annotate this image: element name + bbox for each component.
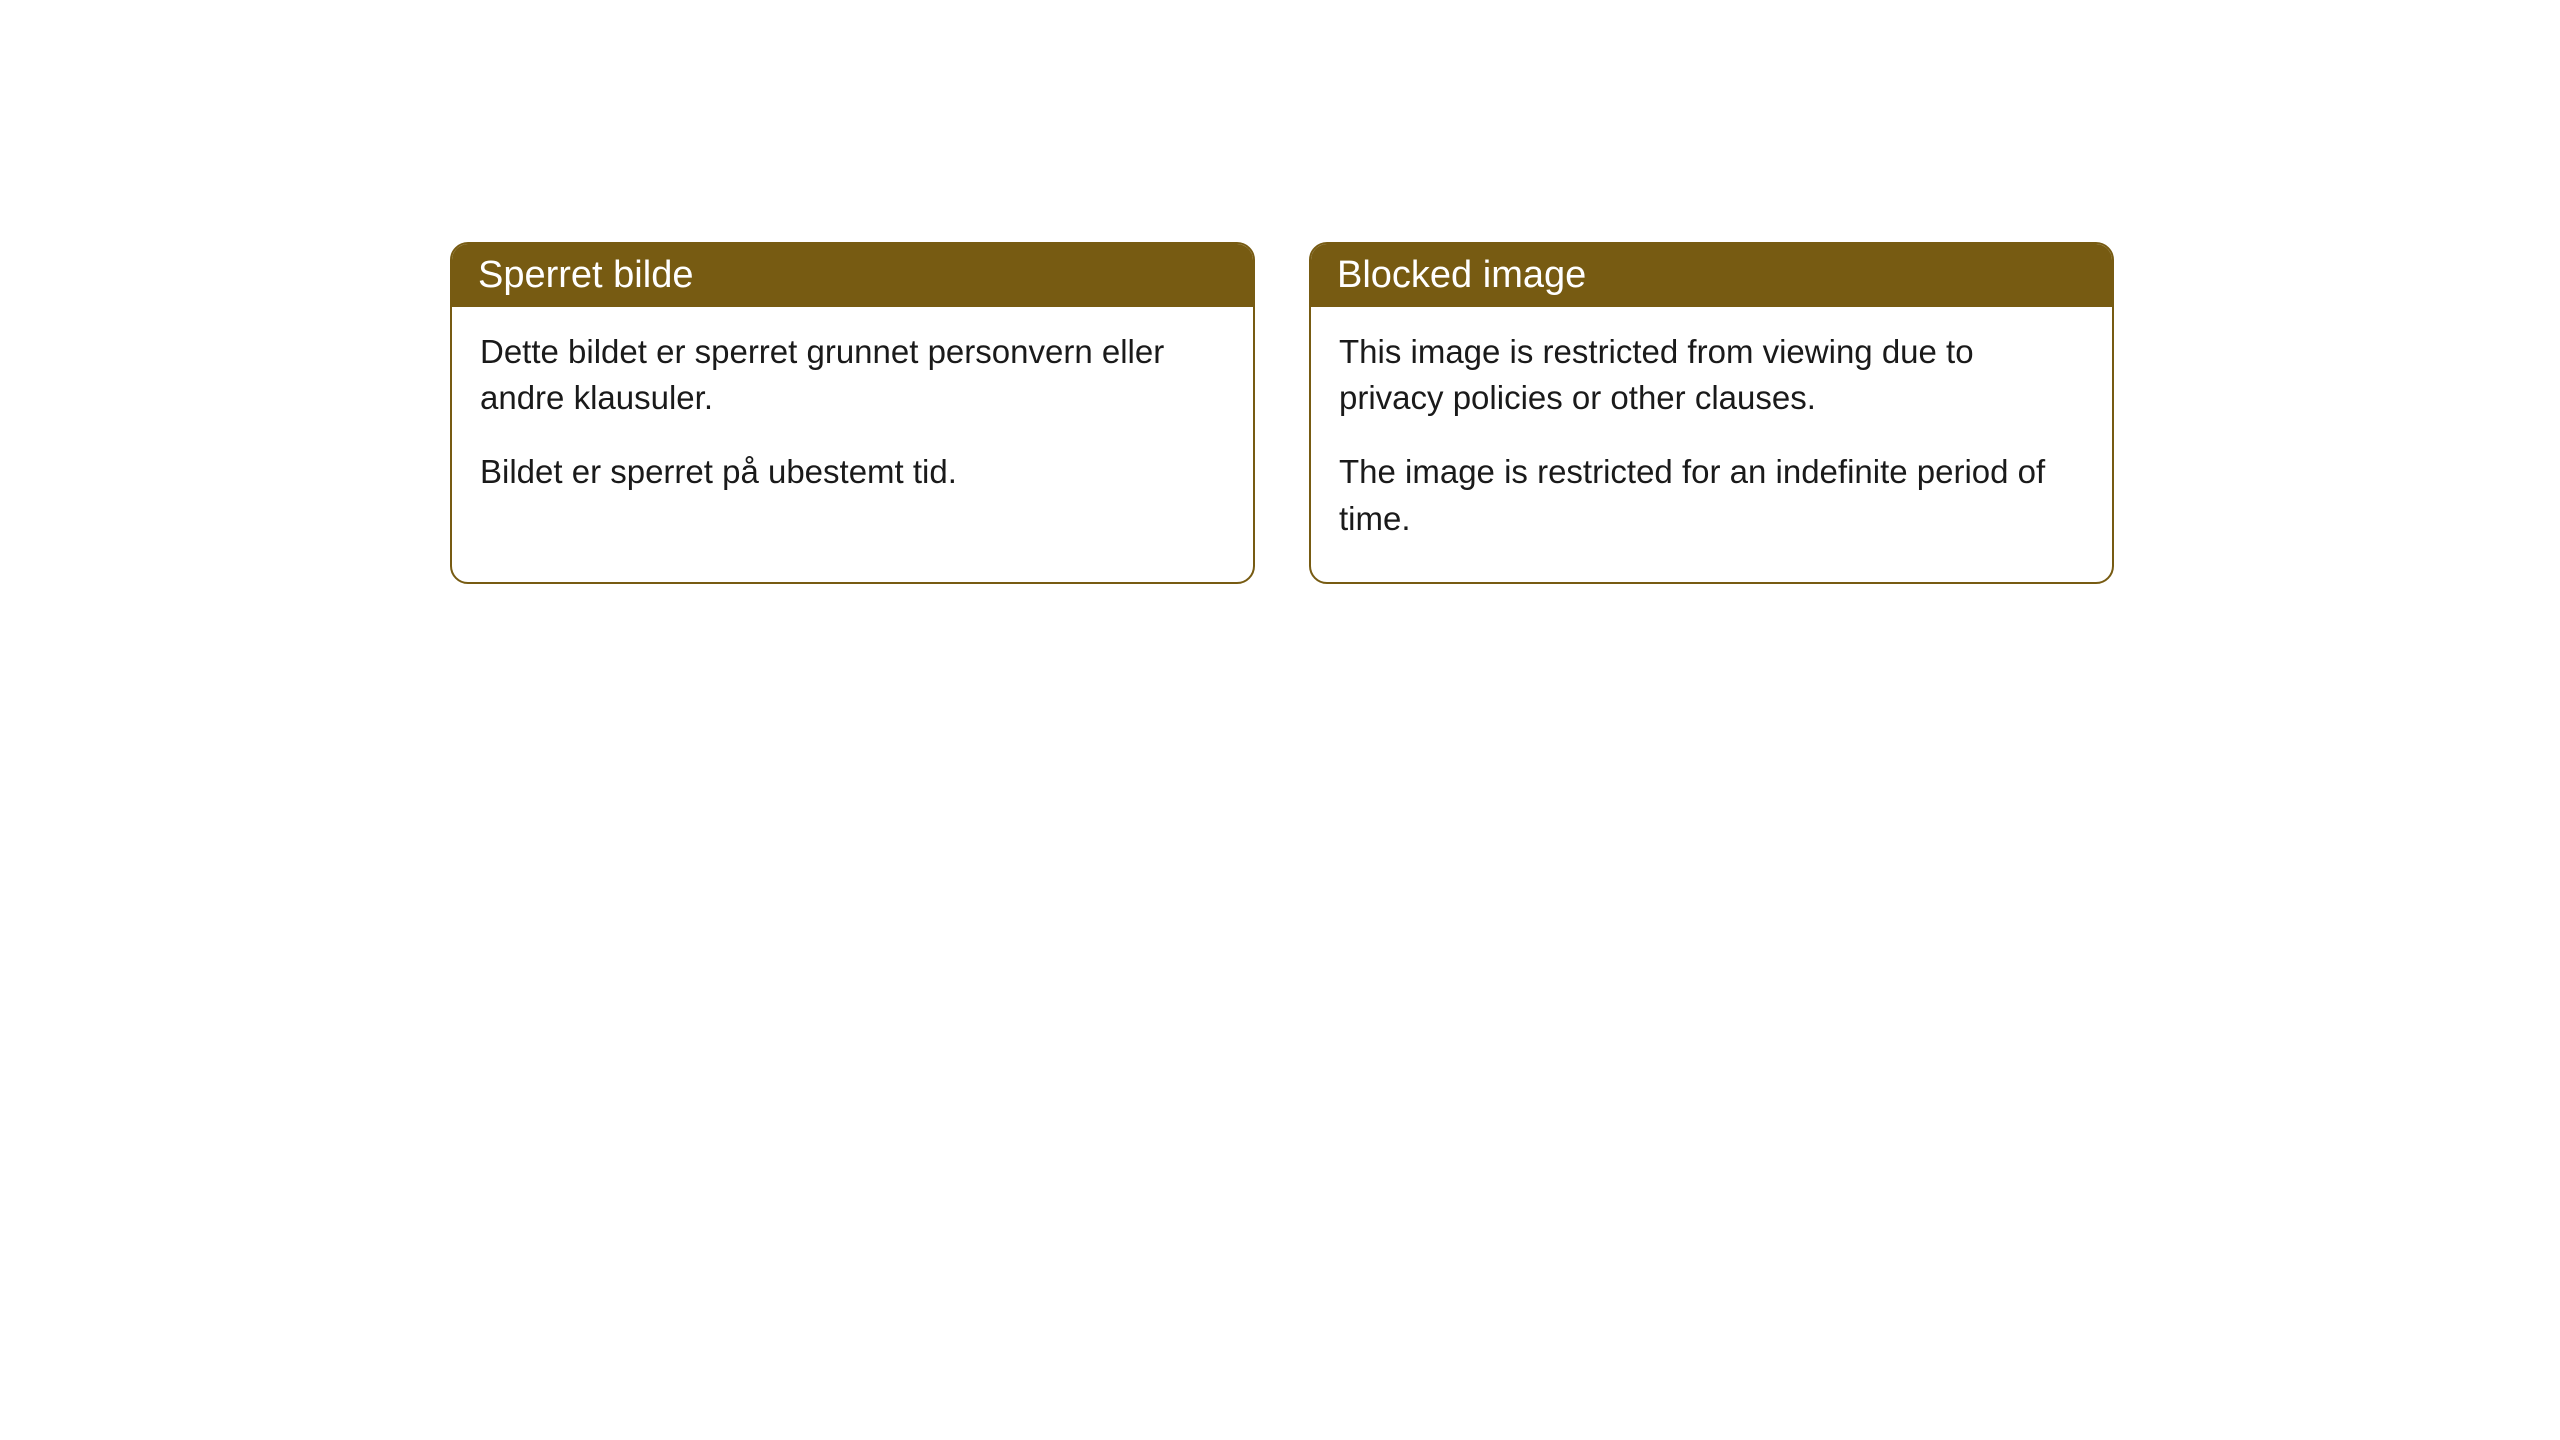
card-paragraph: This image is restricted from viewing du…: [1339, 329, 2084, 421]
card-body-english: This image is restricted from viewing du…: [1311, 307, 2112, 582]
notice-cards-container: Sperret bilde Dette bildet er sperret gr…: [450, 242, 2114, 584]
card-paragraph: Dette bildet er sperret grunnet personve…: [480, 329, 1225, 421]
card-header-norwegian: Sperret bilde: [452, 244, 1253, 307]
notice-card-english: Blocked image This image is restricted f…: [1309, 242, 2114, 584]
card-paragraph: Bildet er sperret på ubestemt tid.: [480, 449, 1225, 495]
card-paragraph: The image is restricted for an indefinit…: [1339, 449, 2084, 541]
card-title: Sperret bilde: [478, 254, 693, 296]
card-header-english: Blocked image: [1311, 244, 2112, 307]
card-title: Blocked image: [1337, 254, 1586, 296]
notice-card-norwegian: Sperret bilde Dette bildet er sperret gr…: [450, 242, 1255, 584]
card-body-norwegian: Dette bildet er sperret grunnet personve…: [452, 307, 1253, 536]
